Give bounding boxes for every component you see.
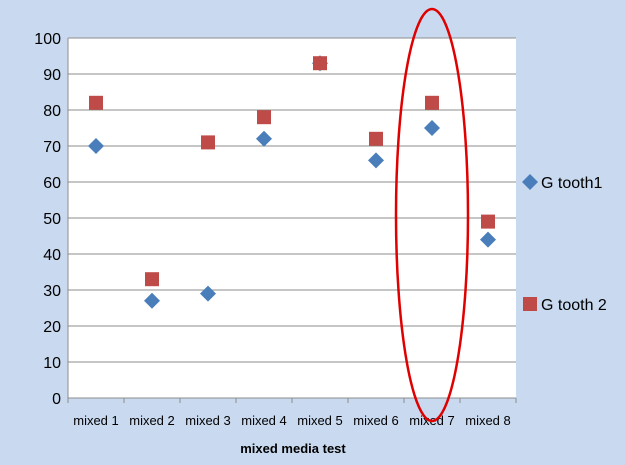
legend-marker-series1 xyxy=(522,174,538,190)
data-point-series1 xyxy=(368,152,384,169)
data-point-series2 xyxy=(425,95,439,110)
data-points xyxy=(88,55,496,309)
legend-label: G tooth1 xyxy=(541,175,602,192)
y-tick-label: 90 xyxy=(43,67,61,84)
data-point-series1 xyxy=(144,292,160,309)
y-tick-label: 70 xyxy=(43,139,61,156)
data-point-series2 xyxy=(257,110,271,125)
y-tick-label: 50 xyxy=(43,211,61,228)
highlight-ellipse xyxy=(394,7,470,423)
legend-marker-series2 xyxy=(523,297,537,311)
gridlines xyxy=(67,37,516,399)
x-axis-title: mixed media test xyxy=(240,441,346,456)
y-tick-label: 0 xyxy=(52,391,61,408)
y-tick-label: 10 xyxy=(43,355,61,372)
x-tick-label: mixed 1 xyxy=(73,413,119,428)
legend-label: G tooth 2 xyxy=(541,297,607,314)
data-point-series1 xyxy=(424,120,440,136)
data-point-series1 xyxy=(480,231,496,248)
data-point-series2 xyxy=(89,95,103,110)
data-point-series2 xyxy=(481,214,495,229)
y-tick-label: 100 xyxy=(34,31,61,48)
data-point-series2 xyxy=(145,272,159,287)
data-point-series2 xyxy=(369,131,383,146)
data-point-series2 xyxy=(313,56,327,71)
data-point-series1 xyxy=(88,138,104,154)
data-point-series2 xyxy=(201,135,215,150)
legend: G tooth1 G tooth 2 xyxy=(522,174,607,314)
x-tick-label: mixed 3 xyxy=(185,413,231,428)
y-tick-label: 80 xyxy=(43,103,61,120)
y-tick-label: 20 xyxy=(43,319,61,336)
x-tick-label: mixed 5 xyxy=(297,413,343,428)
y-tick-label: 60 xyxy=(43,175,61,192)
annotation-layer xyxy=(394,7,470,423)
y-axis-tick-labels: 0 10 20 30 40 50 60 70 80 90 100 xyxy=(34,31,61,408)
x-tick-label: mixed 6 xyxy=(353,413,399,428)
x-tick-label: mixed 4 xyxy=(241,413,287,428)
x-tick-label: mixed 8 xyxy=(465,413,511,428)
y-tick-label: 30 xyxy=(43,283,61,300)
data-point-series1 xyxy=(200,285,216,302)
y-tick-label: 40 xyxy=(43,247,61,264)
x-tick-label: mixed 2 xyxy=(129,413,175,428)
data-point-series1 xyxy=(256,130,272,147)
